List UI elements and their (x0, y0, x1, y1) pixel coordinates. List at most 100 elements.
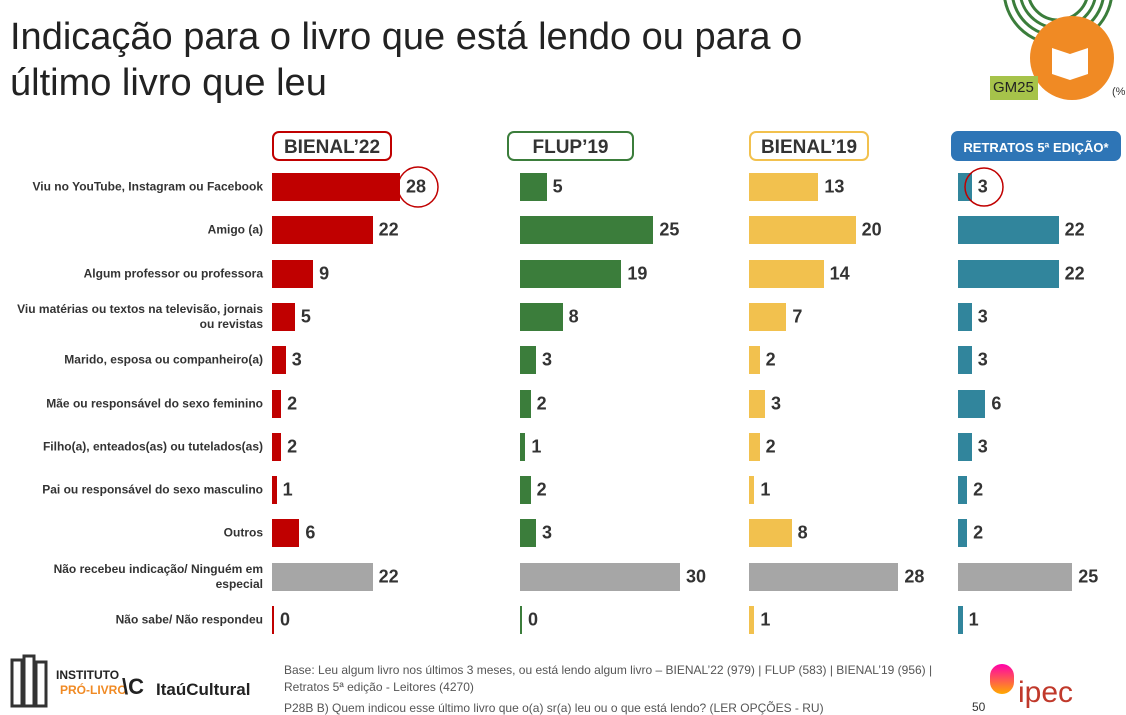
logo-text: ItaúCultural (156, 680, 251, 699)
value-label: 3 (977, 436, 988, 457)
value-label: 13 (824, 176, 845, 197)
bar (749, 302, 787, 331)
logo-text: ipec (1018, 676, 1074, 709)
value-label: 3 (977, 306, 988, 327)
value-label: 2 (287, 393, 298, 413)
question-note: P28B B) Quem indicou esse último livro q… (284, 701, 824, 715)
category-label: Mãe ou responsável do sexo feminino (46, 396, 263, 410)
bar (520, 476, 531, 505)
value-label: 0 (280, 609, 291, 630)
bar (520, 302, 563, 331)
logo-graphic (990, 0, 1114, 100)
bar (749, 389, 765, 418)
value-label: 28 (904, 566, 925, 587)
value-label: 3 (977, 176, 988, 197)
bar (520, 216, 654, 245)
bar (749, 606, 755, 634)
value-label: 7 (792, 306, 803, 327)
value-label: 22 (378, 219, 399, 240)
bar (958, 476, 968, 505)
value-label: 3 (291, 349, 302, 370)
bar (958, 259, 1059, 288)
value-label: 6 (305, 522, 316, 543)
value-label: 5 (300, 306, 311, 327)
value-label: 22 (378, 566, 399, 587)
value-label: 1 (531, 436, 542, 457)
category-label: Marido, esposa ou companheiro(a) (64, 352, 263, 367)
value-label: 9 (319, 263, 330, 284)
value-label: 1 (760, 479, 771, 500)
bar (749, 216, 856, 245)
bar (272, 389, 282, 418)
bar (272, 216, 373, 245)
bar (958, 606, 963, 634)
value-label: 2 (973, 479, 984, 500)
base-note: Base: Leu algum livro nos últimos 3 mese… (284, 663, 933, 694)
value-label: 22 (1064, 219, 1085, 240)
category-label: Algum professor ou professora (83, 266, 263, 281)
value-label: 22 (1064, 263, 1085, 284)
value-label: 14 (829, 263, 850, 284)
bar (749, 476, 755, 505)
value-label: 8 (797, 522, 808, 543)
bar (272, 476, 277, 505)
value-label: 0 (528, 609, 539, 630)
category-label: Viu no YouTube, Instagram ou Facebook (32, 179, 263, 194)
bar (749, 346, 760, 375)
category-label: Amigo (a) (207, 222, 263, 237)
category-label: Pai ou responsável do sexo masculino (42, 482, 263, 497)
value-label: 8 (568, 306, 579, 327)
logo-text: INSTITUTO (56, 668, 120, 682)
bar (520, 389, 531, 418)
bar (272, 302, 295, 331)
bar (272, 432, 282, 461)
logo-text: PRÓ-LIVRO (60, 683, 127, 697)
bar (958, 519, 968, 548)
value-label: 3 (542, 349, 553, 370)
value-label: 2 (536, 479, 547, 500)
bar (520, 432, 526, 461)
value-label: 28 (406, 176, 427, 197)
bar (958, 432, 972, 461)
logo-icon (10, 654, 48, 708)
value-label: 20 (861, 219, 882, 240)
bar (272, 259, 314, 288)
bar (520, 346, 536, 375)
bar (749, 519, 792, 548)
value-label: 30 (686, 566, 707, 587)
bar (749, 562, 899, 591)
bar (958, 173, 972, 201)
bar (520, 519, 536, 548)
logo-mark: \C (122, 674, 144, 699)
bar (749, 432, 760, 461)
bar (958, 389, 986, 418)
category-label: Filho(a), enteados(as) ou tutelados(as) (42, 439, 263, 454)
value-label: 1 (760, 609, 771, 630)
slide-title: Indicação para o livro que está lendo ou… (10, 16, 803, 104)
value-label: 3 (771, 393, 782, 413)
series-header: BIENAL’19 (749, 131, 869, 161)
bar (272, 606, 274, 634)
bar (520, 562, 680, 591)
series-header: RETRATOS 5ª EDIÇÃO* (951, 131, 1121, 161)
category-label: Outros (223, 525, 263, 540)
value-label: 5 (552, 176, 563, 197)
value-label: 19 (627, 263, 648, 284)
bar (520, 259, 622, 288)
bar (958, 562, 1073, 591)
series-header: BIENAL’22 (272, 131, 392, 161)
bar (749, 259, 824, 288)
value-label: 2 (765, 349, 776, 370)
value-label: 3 (977, 349, 988, 370)
value-label: 1 (282, 479, 293, 500)
bar (958, 302, 972, 331)
badge: GM25 (993, 79, 1034, 96)
bar (520, 606, 522, 634)
bar (958, 346, 972, 375)
value-label: 2 (765, 436, 776, 457)
bar (520, 173, 547, 201)
bar (749, 173, 819, 201)
value-label: 2 (536, 393, 547, 413)
